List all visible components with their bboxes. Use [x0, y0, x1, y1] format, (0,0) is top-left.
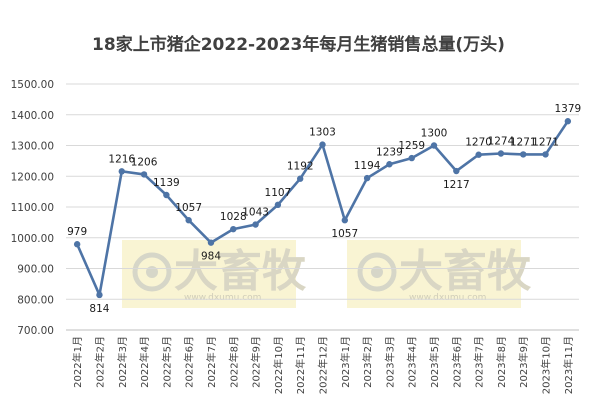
- data-point: [230, 225, 237, 233]
- data-point: [73, 241, 81, 248]
- y-tick-label: 700.00: [17, 325, 54, 337]
- data-label: 1057: [175, 202, 202, 214]
- data-label: 1057: [331, 228, 358, 240]
- data-label: 1271: [510, 136, 537, 148]
- data-point: [319, 141, 326, 148]
- y-axis-ticks: 700.00 800.00 900.00 1000.00 1100.00 1200.00 1…: [11, 79, 54, 337]
- data-point: [520, 151, 527, 158]
- data-point: [252, 221, 259, 228]
- x-tick-label: 2022年5月: [160, 336, 173, 388]
- watermark-logo-dot-icon: [146, 266, 158, 278]
- watermark-logo-icon: [357, 252, 397, 292]
- data-point: [296, 175, 304, 182]
- x-tick-label: 2023年7月: [473, 336, 486, 388]
- data-label: 1217: [443, 179, 470, 191]
- x-tick-label: 2023年11月: [562, 336, 575, 394]
- watermark-site: www.dxumu.com: [184, 293, 261, 303]
- x-tick-label: 2023年4月: [406, 336, 419, 388]
- data-point: [96, 291, 103, 299]
- data-point: [140, 171, 148, 178]
- watermark-site: www.dxumu.com: [409, 293, 486, 303]
- x-tick-label: 2023年6月: [450, 336, 463, 388]
- data-point: [497, 150, 505, 157]
- x-tick-label: 2022年3月: [116, 336, 129, 388]
- data-label: 1206: [131, 156, 158, 168]
- x-tick-label: 2022年11月: [294, 336, 307, 394]
- data-label: 1194: [354, 160, 381, 172]
- y-tick-label: 1400.00: [11, 110, 54, 122]
- data-label: 1139: [153, 177, 180, 189]
- data-label: 984: [201, 251, 221, 263]
- data-label: 1379: [554, 103, 581, 115]
- x-tick-label: 2022年9月: [250, 336, 263, 388]
- x-tick-label: 2022年7月: [205, 336, 218, 388]
- data-label: 814: [89, 303, 109, 315]
- data-point: [341, 217, 349, 224]
- data-label: 1239: [376, 146, 403, 158]
- data-point: [363, 174, 371, 182]
- data-label: 1216: [108, 153, 135, 165]
- series-points: [73, 118, 572, 299]
- data-label: 979: [67, 226, 87, 238]
- x-tick-label: 2022年8月: [227, 336, 240, 388]
- data-point: [274, 201, 282, 209]
- watermark-logo-dot-icon: [371, 266, 383, 278]
- watermark-brand: 大畜牧: [399, 246, 532, 297]
- x-tick-label: 2023年3月: [383, 336, 396, 388]
- x-tick-label: 2022年2月: [93, 336, 106, 388]
- data-point: [430, 142, 438, 149]
- watermark-brand: 大畜牧: [174, 246, 307, 297]
- x-tick-label: 2022年6月: [183, 336, 196, 388]
- y-tick-label: 900.00: [17, 264, 54, 276]
- y-tick-label: 1200.00: [11, 171, 54, 183]
- data-label: 1192: [287, 161, 314, 173]
- x-tick-label: 2023年2月: [361, 336, 374, 388]
- chart-title: 18家上市猪企2022-2023年每月生猪销售总量(万头): [92, 35, 505, 55]
- data-point: [542, 151, 549, 158]
- data-label: 1259: [398, 140, 425, 152]
- x-tick-label: 2022年4月: [138, 336, 151, 388]
- x-axis-ticks: 2022年1月 2022年2月 2022年3月 2022年4月 2022年5月 2022年…: [71, 336, 575, 394]
- data-label: 1028: [220, 211, 247, 223]
- y-tick-label: 1000.00: [11, 233, 54, 245]
- x-tick-label: 2023年8月: [495, 336, 508, 388]
- x-tick-label: 2022年10月: [272, 336, 285, 394]
- x-tick-label: 2023年5月: [428, 336, 441, 388]
- y-tick-label: 1100.00: [11, 202, 54, 214]
- data-point: [163, 191, 170, 199]
- y-tick-label: 800.00: [17, 294, 54, 306]
- data-label: 1271: [532, 136, 559, 148]
- data-label: 1300: [421, 128, 448, 140]
- x-tick-label: 2023年10月: [540, 336, 553, 394]
- data-point: [207, 239, 215, 246]
- data-label: 1274: [488, 135, 515, 147]
- y-tick-label: 1500.00: [11, 79, 54, 91]
- data-point: [408, 154, 415, 162]
- y-tick-label: 1300.00: [11, 141, 54, 153]
- data-label: 1270: [465, 137, 492, 149]
- watermark-logo-icon: [132, 252, 172, 292]
- data-point: [386, 161, 393, 168]
- data-point: [185, 217, 192, 224]
- data-point: [118, 168, 125, 175]
- data-label: 1043: [242, 207, 269, 219]
- x-tick-label: 2023年9月: [517, 336, 530, 388]
- data-point: [453, 167, 460, 175]
- x-tick-label: 2022年12月: [317, 336, 330, 394]
- data-label: 1303: [309, 127, 336, 139]
- data-point: [564, 118, 572, 125]
- data-point: [475, 151, 482, 158]
- data-label: 1107: [265, 187, 292, 199]
- x-tick-label: 2022年1月: [71, 336, 84, 388]
- x-tick-label: 2023年1月: [339, 336, 352, 388]
